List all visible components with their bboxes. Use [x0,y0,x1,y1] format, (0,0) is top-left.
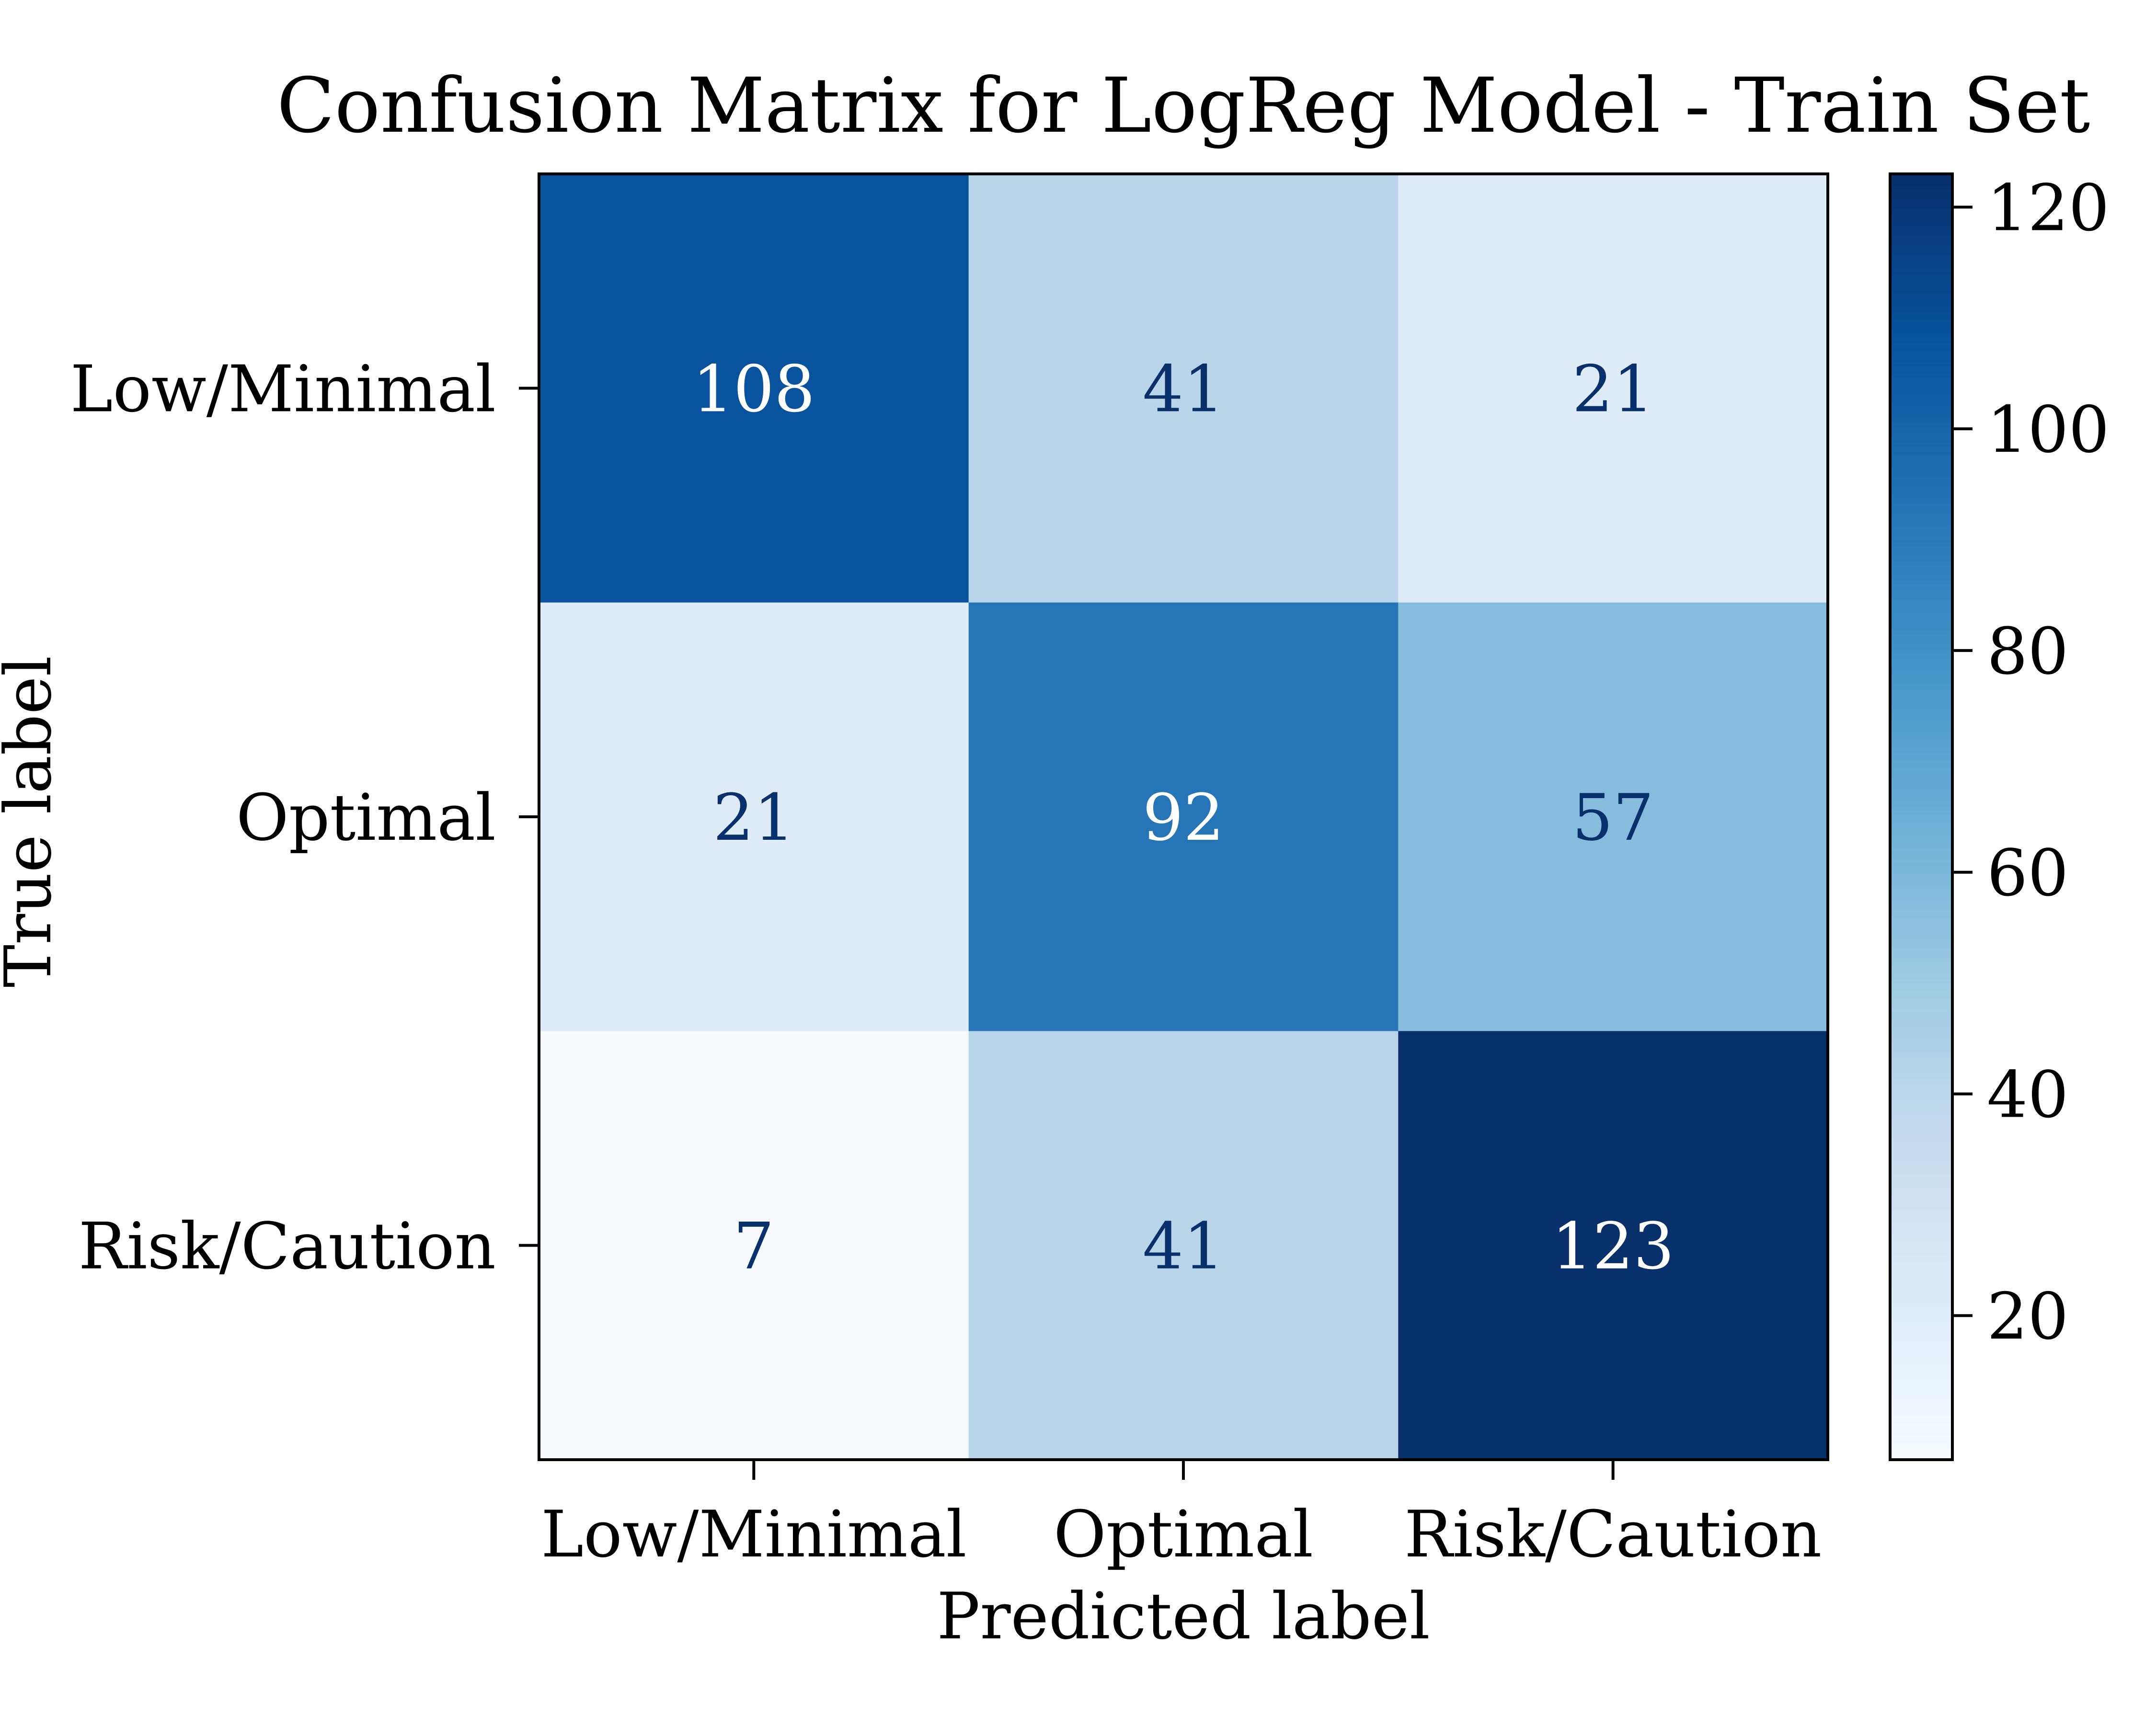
cell-value-label: 57 [1572,780,1654,855]
heatmap-cell [539,602,969,1031]
colorbar-tick-label: 60 [1987,836,2069,911]
y-axis-ticks: Low/Minimal Optimal Risk/Caution [70,352,539,1284]
colorbar-tick-label: 40 [1987,1057,2069,1132]
cell-value-label: 41 [1143,1209,1225,1284]
colorbar-ticks: 20 40 60 80 100 120 [1952,171,2110,1354]
cell-value-label: 21 [1572,352,1654,426]
chart-title: Confusion Matrix for LogReg Model - Trai… [277,62,2090,150]
y-tick-label: Low/Minimal [70,352,496,426]
x-tick-label: Risk/Caution [1404,1497,1822,1572]
y-tick-label: Optimal [236,780,496,855]
colorbar-tick-label: 120 [1987,171,2110,245]
cell-value-label: 123 [1552,1209,1674,1284]
heatmap-cells [539,174,1828,1460]
heatmap-cell [968,602,1399,1031]
colorbar-tick-label: 80 [1987,614,2069,689]
colorbar-tick-label: 20 [1987,1279,2069,1354]
cell-value-labels: 108 41 21 21 92 57 7 41 123 [692,352,1674,1283]
cell-value-label: 92 [1143,780,1225,855]
heatmap-cell [539,1031,969,1460]
y-axis-label: True label [0,656,66,987]
colorbar [1889,172,1954,1461]
x-axis-ticks: Low/Minimal Optimal Risk/Caution [541,1460,1822,1572]
x-tick-label: Low/Minimal [541,1497,967,1572]
x-tick-label: Optimal [1054,1497,1313,1572]
heatmap-cell [1398,174,1828,603]
cell-value-label: 41 [1143,352,1225,426]
cell-value-label: 108 [692,352,815,426]
x-axis-label: Predicted label [937,1579,1430,1654]
heatmap-cell [1398,602,1828,1031]
y-tick-label: Risk/Caution [79,1209,496,1284]
colorbar-tick-label: 100 [1987,392,2110,467]
cell-value-label: 7 [734,1209,774,1284]
heatmap-cell [968,174,1399,603]
cell-value-label: 21 [713,780,795,855]
heatmap-cell [1398,1031,1828,1460]
heatmap-cell [968,1031,1399,1460]
heatmap-cell [539,174,969,603]
